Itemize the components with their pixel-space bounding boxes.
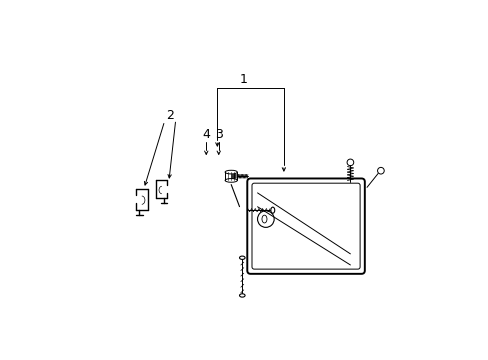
Text: 2: 2 — [166, 109, 174, 122]
Text: 1: 1 — [239, 73, 247, 86]
FancyBboxPatch shape — [251, 183, 359, 269]
Text: 3: 3 — [214, 128, 222, 141]
Text: 4: 4 — [202, 128, 210, 141]
FancyBboxPatch shape — [247, 179, 364, 274]
